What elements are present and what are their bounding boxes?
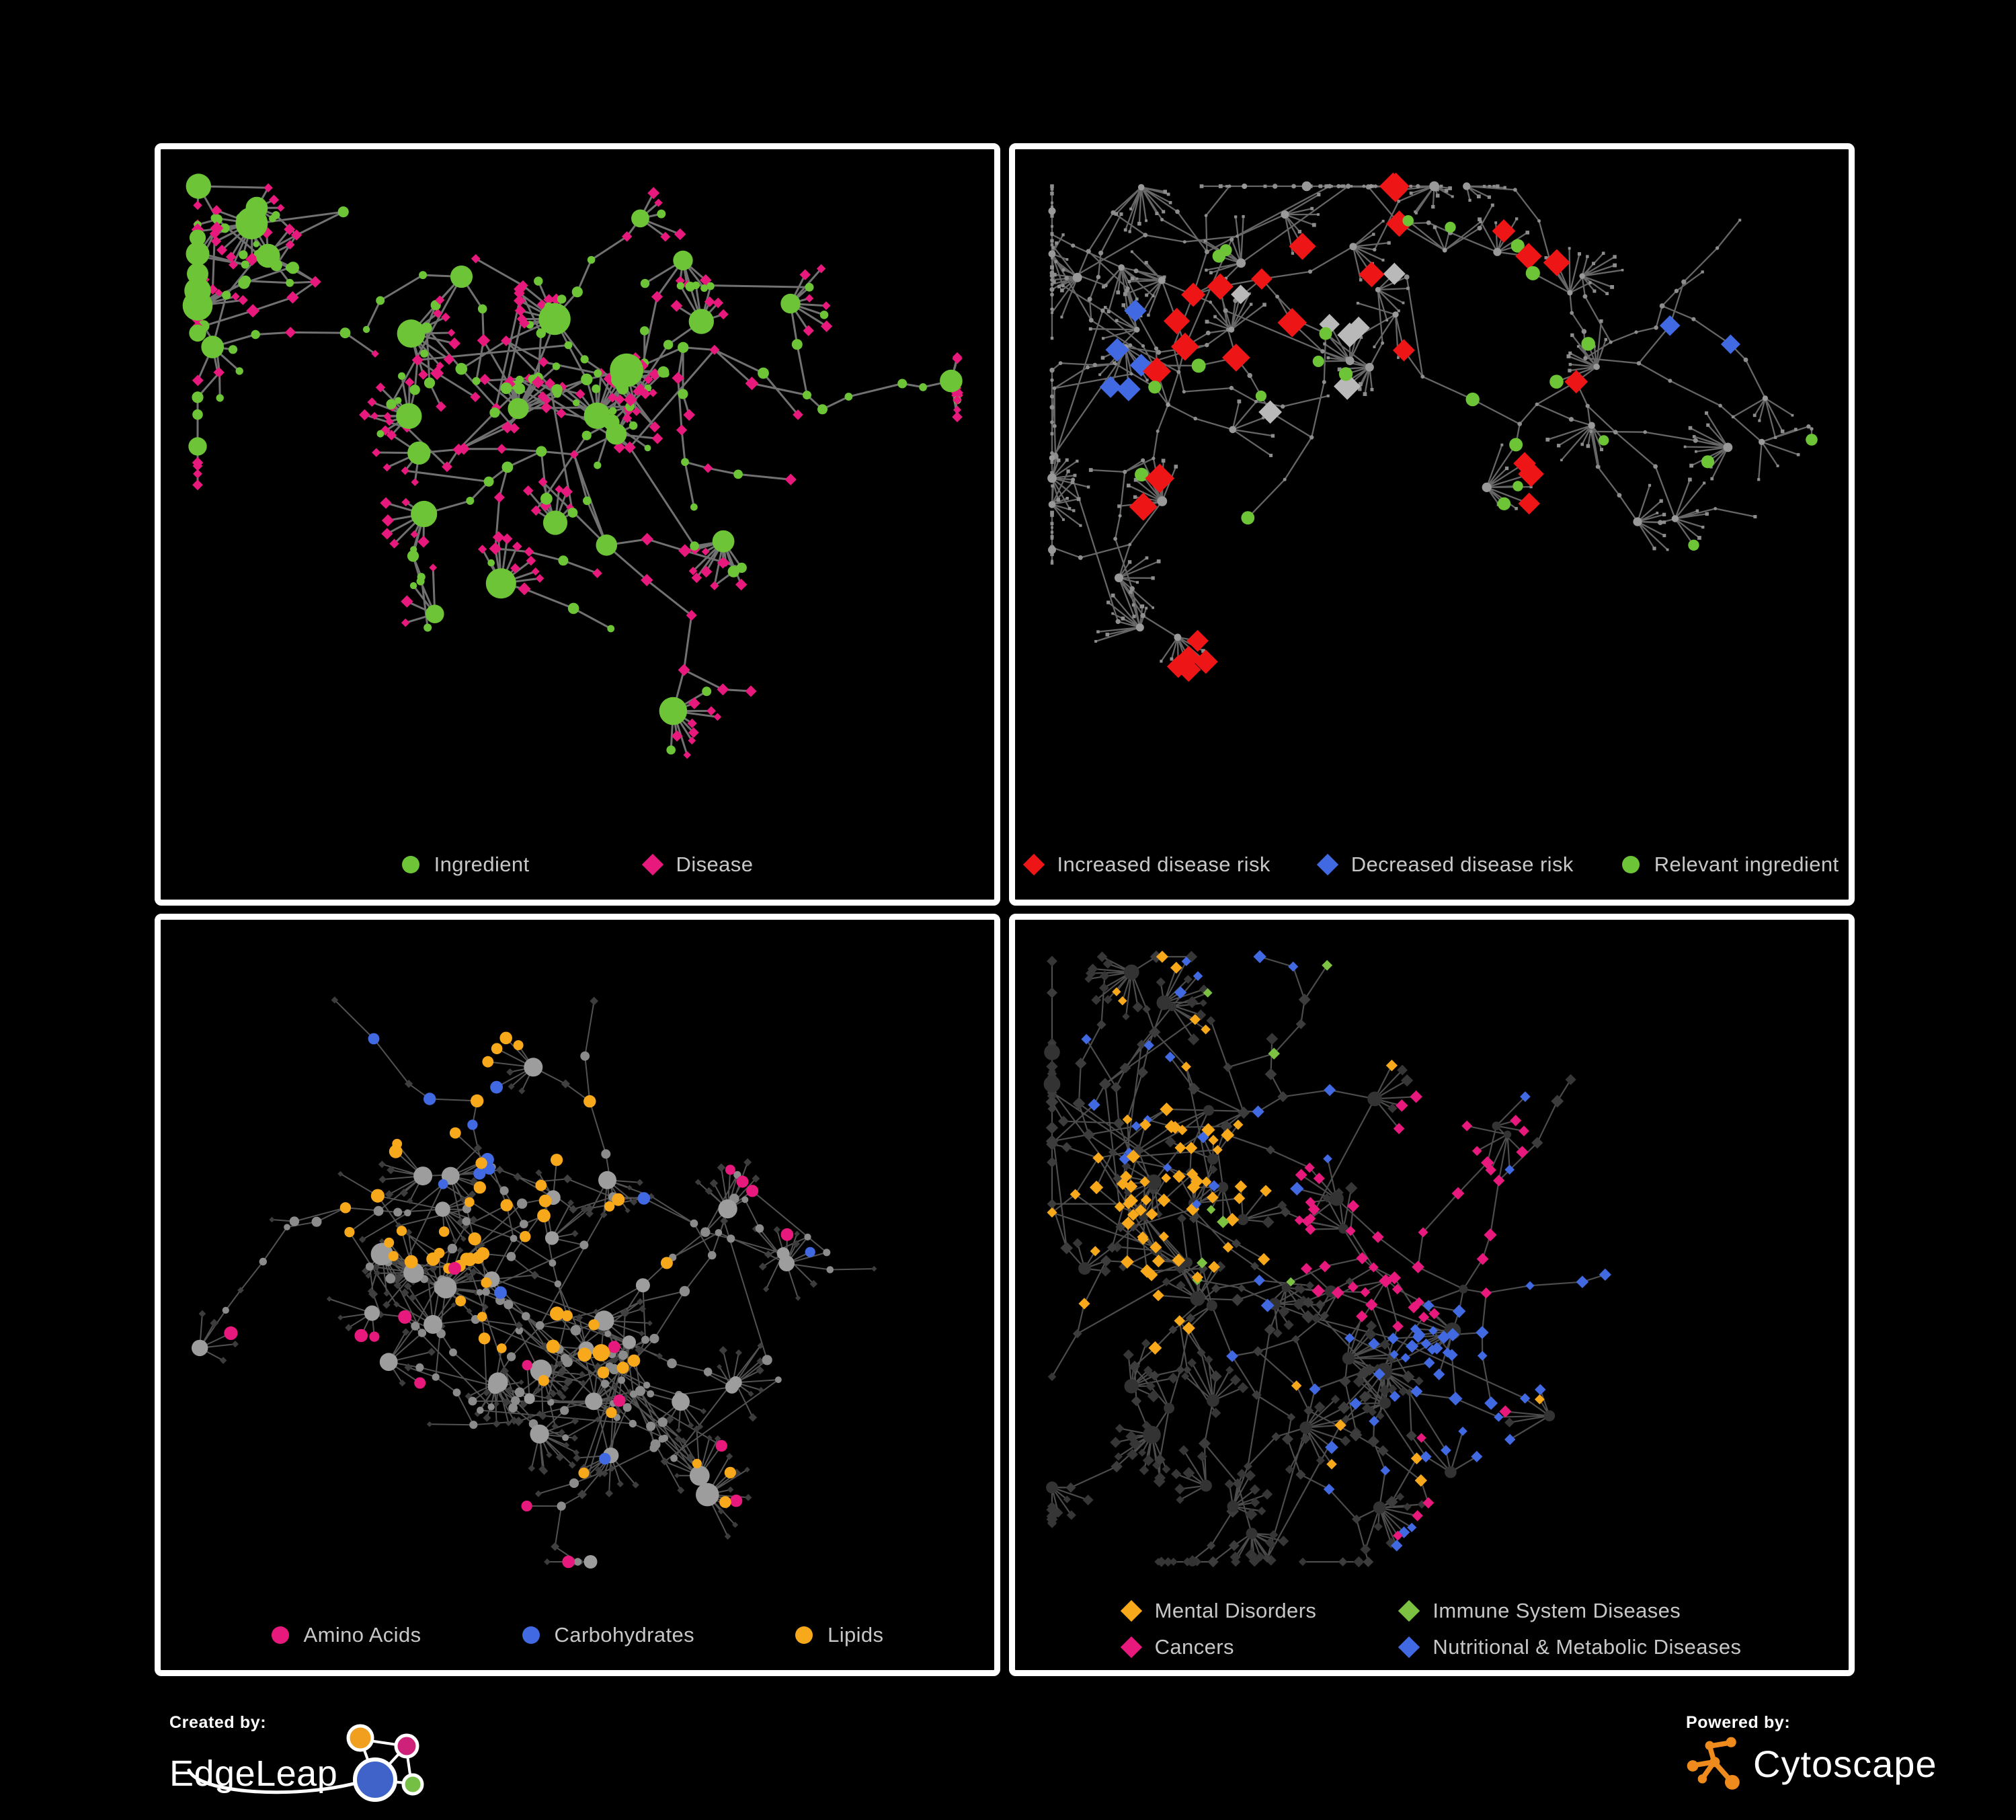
legend-item: Increased disease risk xyxy=(1022,853,1271,877)
panel-nutrient-classes: Amino Acids Carbohydrates Lipids xyxy=(155,914,1000,1676)
legend-item: Disease xyxy=(641,853,754,877)
immune-system-diseases-marker-icon xyxy=(1398,1599,1420,1622)
legend-label: Mental Disorders xyxy=(1154,1599,1317,1622)
increased-risk-marker-icon xyxy=(1022,853,1045,876)
network-graph-disease-categories xyxy=(1043,950,1611,1568)
network-graph-nutrient-classes xyxy=(192,996,877,1569)
legend-ingredient-disease: Ingredient Disease xyxy=(161,853,994,877)
legend-item: Lipids xyxy=(795,1623,883,1647)
legend-disease-categories: Mental Disorders Immune System Diseases … xyxy=(1015,1599,1849,1659)
legend-item: Nutritional & Metabolic Diseases xyxy=(1398,1635,1742,1659)
mental-disorders-marker-icon xyxy=(1120,1599,1142,1622)
created-by-block: Created by: EdgeLeap xyxy=(169,1713,441,1812)
legend-item: Cancers xyxy=(1120,1635,1317,1659)
legend-nutrient-classes: Amino Acids Carbohydrates Lipids xyxy=(161,1623,994,1647)
decreased-risk-marker-icon xyxy=(1316,853,1338,876)
legend-label: Nutritional & Metabolic Diseases xyxy=(1433,1635,1742,1659)
panel-disease-categories: Mental Disorders Immune System Diseases … xyxy=(1009,914,1855,1676)
created-by-label: Created by: xyxy=(169,1713,267,1732)
network-graph-ingredient-disease xyxy=(182,173,963,759)
legend-item: Relevant ingredient xyxy=(1621,853,1839,877)
legend-label: Carbohydrates xyxy=(554,1623,695,1647)
legend-item: Carbohydrates xyxy=(522,1623,695,1647)
legend-item: Mental Disorders xyxy=(1120,1599,1317,1623)
powered-by-label: Powered by: xyxy=(1686,1713,1791,1732)
legend-item: Decreased disease risk xyxy=(1316,853,1574,877)
nutritional-metabolic-diseases-marker-icon xyxy=(1398,1636,1420,1659)
legend-item: Immune System Diseases xyxy=(1398,1599,1741,1623)
cancers-marker-icon xyxy=(1120,1636,1142,1659)
ingredient-marker-icon xyxy=(401,856,419,873)
panel-ingredient-disease: Ingredient Disease xyxy=(155,143,1000,906)
legend-disease-risk: Increased disease risk Decreased disease… xyxy=(1015,853,1849,877)
edgeleap-brand-text: EdgeLeap xyxy=(169,1753,338,1794)
carbohydrates-marker-icon xyxy=(522,1626,540,1644)
legend-label: Increased disease risk xyxy=(1057,853,1271,876)
powered-by-block: Powered by: Cytosc xyxy=(1686,1713,1937,1793)
cytoscape-logo-icon xyxy=(1687,1737,1740,1790)
edgeleap-logo-icon xyxy=(187,1724,424,1802)
lipids-marker-icon xyxy=(795,1626,813,1644)
amino-acids-marker-icon xyxy=(271,1626,289,1644)
legend-label: Decreased disease risk xyxy=(1350,853,1574,876)
legend-label: Relevant ingredient xyxy=(1654,853,1839,876)
legend-label: Lipids xyxy=(828,1623,884,1647)
network-graph-disease-risk xyxy=(1047,172,1818,682)
legend-label: Amino Acids xyxy=(303,1623,421,1647)
disease-marker-icon xyxy=(641,853,663,876)
legend-label: Cancers xyxy=(1154,1635,1234,1659)
panel-disease-risk: Increased disease risk Decreased disease… xyxy=(1009,143,1855,906)
cytoscape-brand-text: Cytoscape xyxy=(1753,1743,1937,1785)
legend-label: Disease xyxy=(676,853,754,876)
relevant-ingredient-marker-icon xyxy=(1621,856,1640,873)
legend-item: Ingredient xyxy=(401,853,530,877)
legend-item: Amino Acids xyxy=(271,1623,421,1647)
legend-label: Immune System Diseases xyxy=(1433,1599,1681,1622)
legend-label: Ingredient xyxy=(434,853,530,876)
